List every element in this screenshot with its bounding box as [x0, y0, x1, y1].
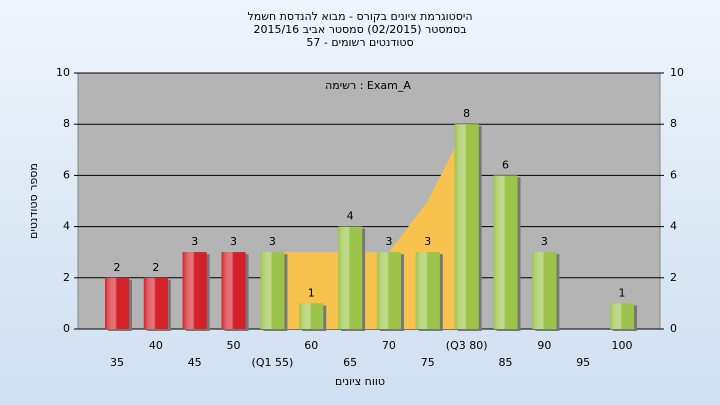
- value-label: 3: [385, 235, 392, 248]
- y-tick-label: 2: [670, 271, 677, 284]
- value-label: 3: [424, 235, 431, 248]
- y-tick-label: 10: [670, 66, 684, 79]
- value-label: 2: [114, 261, 121, 274]
- chart-title: היסטוגרמת ציונים בקורס - מבוא להנדסת חשמ…: [247, 10, 472, 23]
- value-label: 6: [502, 158, 509, 171]
- value-label: 3: [541, 235, 548, 248]
- x-tick-label: 50: [227, 339, 241, 352]
- y-tick-label: 0: [63, 322, 70, 335]
- chart-subtitle: בסמסטר (02/2015) סמסטר אביב 2015/16: [253, 23, 466, 36]
- y-tick-label: 2: [63, 271, 70, 284]
- chart-subtitle: סטודנטים רשומים - 57: [306, 36, 413, 49]
- bar-shine: [182, 252, 207, 329]
- x-tick-label: 40: [149, 339, 163, 352]
- x-tick-label: 85: [499, 356, 513, 369]
- y-tick-label: 8: [670, 117, 677, 130]
- bar-shine: [105, 277, 129, 329]
- annotation: רשימה : Exam_A: [325, 79, 411, 92]
- value-label: 3: [269, 235, 276, 248]
- bar-shine: [415, 252, 440, 329]
- y-tick-label: 0: [670, 322, 677, 335]
- x-tick-label: 45: [188, 356, 202, 369]
- value-label: 3: [230, 235, 237, 248]
- bar-shine: [610, 303, 635, 329]
- x-tick-label: (Q1 55): [252, 356, 294, 369]
- value-label: 1: [619, 286, 626, 299]
- bar-shine: [532, 252, 557, 329]
- value-label: 4: [347, 210, 354, 223]
- y-tick-label: 4: [63, 220, 70, 233]
- x-tick-label: 100: [612, 339, 633, 352]
- value-label: 1: [308, 286, 315, 299]
- x-tick-label: 90: [537, 339, 551, 352]
- bar-shine: [299, 303, 324, 329]
- x-tick-label: 75: [421, 356, 435, 369]
- x-tick-label: 35: [110, 356, 124, 369]
- value-label: 3: [191, 235, 198, 248]
- y-tick-label: 6: [63, 168, 70, 181]
- y-tick-label: 4: [670, 220, 677, 233]
- bar-shine: [221, 252, 246, 329]
- bar-shine: [376, 252, 401, 329]
- value-label: 8: [463, 107, 470, 120]
- bar-shine: [493, 175, 518, 329]
- x-tick-label: (Q3 80): [446, 339, 488, 352]
- bar-shine: [143, 277, 168, 329]
- y-tick-label: 6: [670, 168, 677, 181]
- bar-shine: [260, 252, 285, 329]
- value-label: 2: [152, 261, 159, 274]
- x-tick-label: 60: [304, 339, 318, 352]
- x-axis-label: טווח ציונים: [335, 375, 385, 388]
- x-tick-label: 95: [576, 356, 590, 369]
- bar-shine: [454, 124, 479, 329]
- bar-shine: [338, 226, 363, 329]
- x-tick-label: 65: [343, 356, 357, 369]
- y-axis-label: מספר סטודנטים: [27, 163, 40, 239]
- x-tick-label: 70: [382, 339, 396, 352]
- y-tick-label: 8: [63, 117, 70, 130]
- y-tick-label: 10: [56, 66, 70, 79]
